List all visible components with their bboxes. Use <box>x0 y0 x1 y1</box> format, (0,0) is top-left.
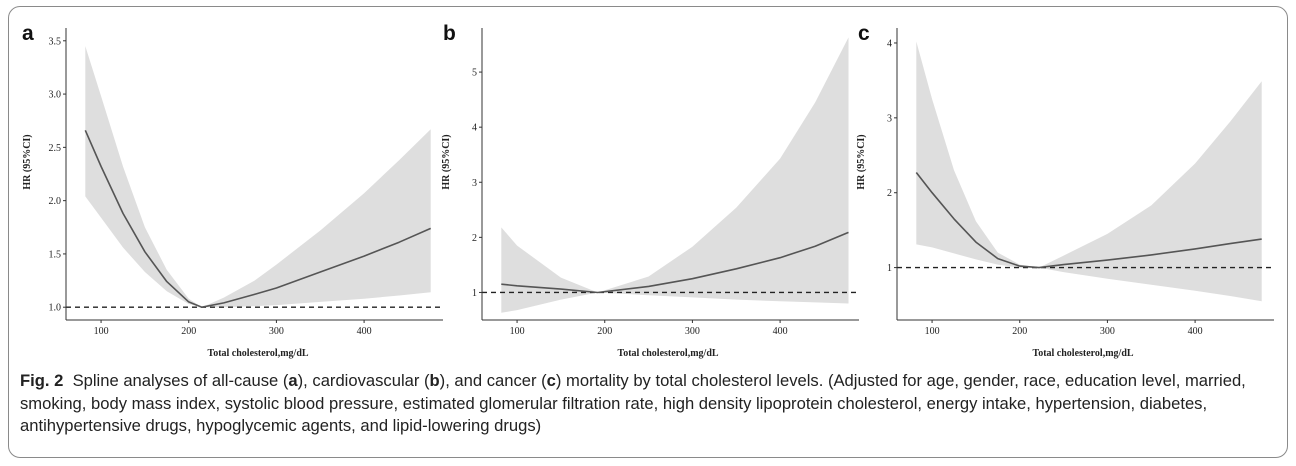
y-tick-label: 3.5 <box>49 36 62 47</box>
confidence-band <box>916 41 1262 302</box>
y-tick-label: 4 <box>472 123 477 134</box>
x-axis-title: Total cholesterol,mg/dL <box>1032 348 1133 359</box>
x-tick-label: 300 <box>269 326 284 337</box>
chart-panel-b: b 1 2 3 4 5 100 200 300 400 Total cholesterol,mg/d… <box>441 22 859 359</box>
x-tick-label: 200 <box>181 326 196 337</box>
x-axis-title: Total cholesterol,mg/dL <box>207 348 308 359</box>
y-tick-label: 1 <box>472 288 477 299</box>
y-tick-label: 2.5 <box>49 143 62 154</box>
y-tick-label: 4 <box>887 38 892 49</box>
x-axis-title: Total cholesterol,mg/dL <box>617 348 718 359</box>
x-tick-label: 200 <box>597 326 612 337</box>
chart-panel-a: a 1.0 1.5 2.0 2.5 3.0 3.5 100 200 300 400 Total cho… <box>22 22 443 359</box>
y-axis-title: HR (95%CI) <box>441 134 452 189</box>
x-tick-label: 100 <box>94 326 109 337</box>
caption-text-1: Spline analyses of all-cause ( <box>72 371 289 390</box>
figure-label: Fig. 2 <box>20 371 64 390</box>
x-tick-label: 300 <box>685 326 700 337</box>
hr-curve <box>915 172 1262 269</box>
y-tick-label: 5 <box>472 68 477 79</box>
x-tick-label: 100 <box>925 326 940 337</box>
panel-label-c: c <box>858 22 870 45</box>
caption-text-3: ), and cancer ( <box>439 371 547 390</box>
figure-panels: a 1.0 1.5 2.0 2.5 3.0 3.5 100 200 300 400 Total cho… <box>22 22 1274 359</box>
y-tick-label: 2 <box>887 188 892 199</box>
figure-caption: Fig. 2 Spline analyses of all-cause (a),… <box>20 370 1282 438</box>
caption-bold-c: c <box>546 371 556 390</box>
y-tick-label: 3 <box>472 178 477 189</box>
hr-curve <box>84 129 432 308</box>
panel-label-a: a <box>22 22 34 45</box>
chart-panel-c: c 1 2 3 4 100 200 300 400 Total cholesterol,mg/dL… <box>856 22 1274 359</box>
caption-bold-a: a <box>288 371 298 390</box>
x-tick-label: 100 <box>510 326 525 337</box>
caption-text-4: ) mortality by total cholesterol levels.… <box>20 371 1246 435</box>
hr-curve <box>501 231 849 294</box>
confidence-band <box>501 37 849 313</box>
y-tick-label: 1.5 <box>49 249 62 260</box>
figure-frame <box>8 6 1288 458</box>
caption-bold-b: b <box>429 371 440 390</box>
y-tick-label: 1 <box>887 263 892 274</box>
x-tick-label: 400 <box>1188 326 1203 337</box>
caption-text-2: ), cardiovascular ( <box>297 371 430 390</box>
y-tick-label: 1.0 <box>49 303 62 314</box>
y-tick-label: 3.0 <box>49 90 62 101</box>
x-tick-label: 200 <box>1012 326 1027 337</box>
confidence-band <box>85 46 431 308</box>
y-axis-title: HR (95%CI) <box>856 134 867 189</box>
y-axis-title: HR (95%CI) <box>22 134 33 189</box>
y-tick-label: 3 <box>887 113 892 124</box>
x-tick-label: 400 <box>773 326 788 337</box>
y-tick-label: 2.0 <box>49 196 62 207</box>
y-tick-label: 2 <box>472 233 477 244</box>
panel-label-b: b <box>443 22 456 45</box>
x-tick-label: 300 <box>1100 326 1115 337</box>
x-tick-label: 400 <box>357 326 372 337</box>
